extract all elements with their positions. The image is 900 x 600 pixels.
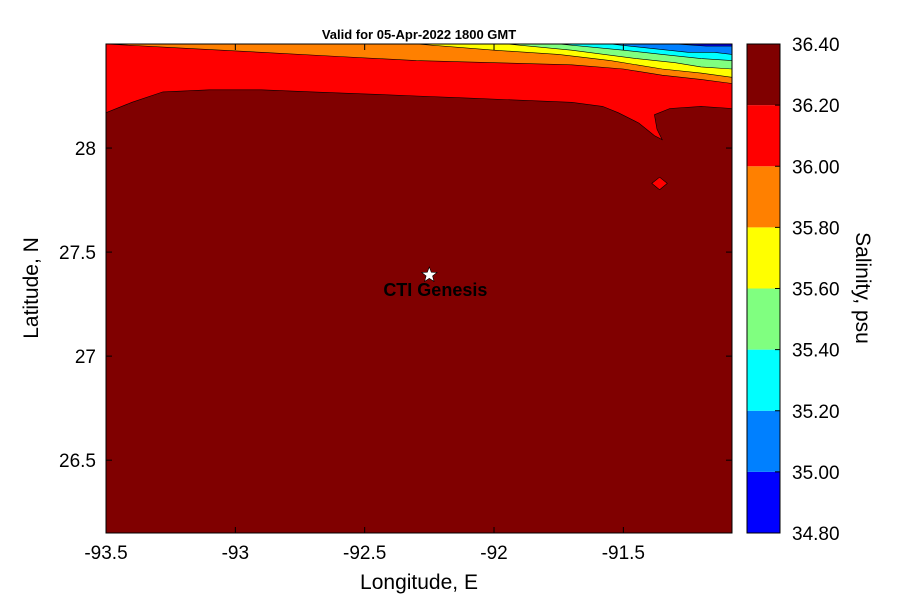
colorbar-swatch bbox=[747, 288, 780, 350]
x-tick-label: -91.5 bbox=[602, 543, 645, 564]
x-axis-label: Longitude, E bbox=[360, 571, 478, 594]
y-tick-label: 27.5 bbox=[59, 243, 96, 264]
station-star-marker bbox=[420, 266, 438, 283]
colorbar-tick-label: 36.00 bbox=[792, 157, 840, 178]
x-tick-label: -93 bbox=[222, 543, 249, 564]
colorbar: 34.80 35.00 35.20 35.40 35.60 35.80 36.00 36.20… bbox=[746, 35, 840, 545]
plot-frame bbox=[105, 43, 733, 534]
y-axis-label: Latitude, N bbox=[20, 237, 43, 339]
y-axis: 26.5 27 27.5 28 bbox=[59, 139, 732, 472]
x-tick-label: -92.5 bbox=[343, 543, 386, 564]
salinity-fill-background bbox=[106, 44, 732, 533]
colorbar-swatch bbox=[747, 166, 780, 228]
colorbar-swatch bbox=[747, 471, 780, 533]
colorbar-tick-label: 36.20 bbox=[792, 96, 840, 117]
marker-layer: CTI Genesis bbox=[383, 266, 487, 300]
colorbar-tick-label: 36.40 bbox=[792, 35, 840, 56]
contour-patch-0 bbox=[651, 176, 668, 191]
plot-area bbox=[106, 44, 732, 533]
colorbar-swatch bbox=[747, 349, 780, 411]
colorbar-swatch bbox=[747, 105, 780, 167]
y-tick-label: 28 bbox=[75, 139, 96, 160]
colorbar-label: Salinity, psu bbox=[851, 232, 874, 344]
colorbar-swatch bbox=[747, 410, 780, 472]
contour-band-5 bbox=[610, 44, 732, 55]
colorbar-tick-label: 35.60 bbox=[792, 280, 840, 301]
colorbar-tick-label: 35.00 bbox=[792, 463, 840, 484]
contour-band-6 bbox=[674, 44, 732, 47]
x-tick-label: -93.5 bbox=[84, 543, 127, 564]
colorbar-tick-label: 35.80 bbox=[792, 218, 840, 239]
x-tick-label: -92 bbox=[480, 543, 507, 564]
colorbar-swatch bbox=[747, 227, 780, 289]
y-tick-label: 27 bbox=[75, 347, 96, 368]
station-label: CTI Genesis bbox=[383, 280, 487, 300]
contour-band-0 bbox=[106, 44, 732, 141]
chart-title: Valid for 05-Apr-2022 1800 GMT bbox=[322, 27, 516, 42]
x-axis: -93.5 -93 -92.5 -92 -91.5 bbox=[84, 44, 645, 564]
colorbar-swatch bbox=[747, 44, 780, 106]
colorbar-tick-label: 35.40 bbox=[792, 341, 840, 362]
y-tick-label: 26.5 bbox=[59, 451, 96, 472]
colorbar-tick-label: 35.20 bbox=[792, 402, 840, 423]
colorbar-tick-label: 34.80 bbox=[792, 524, 840, 545]
